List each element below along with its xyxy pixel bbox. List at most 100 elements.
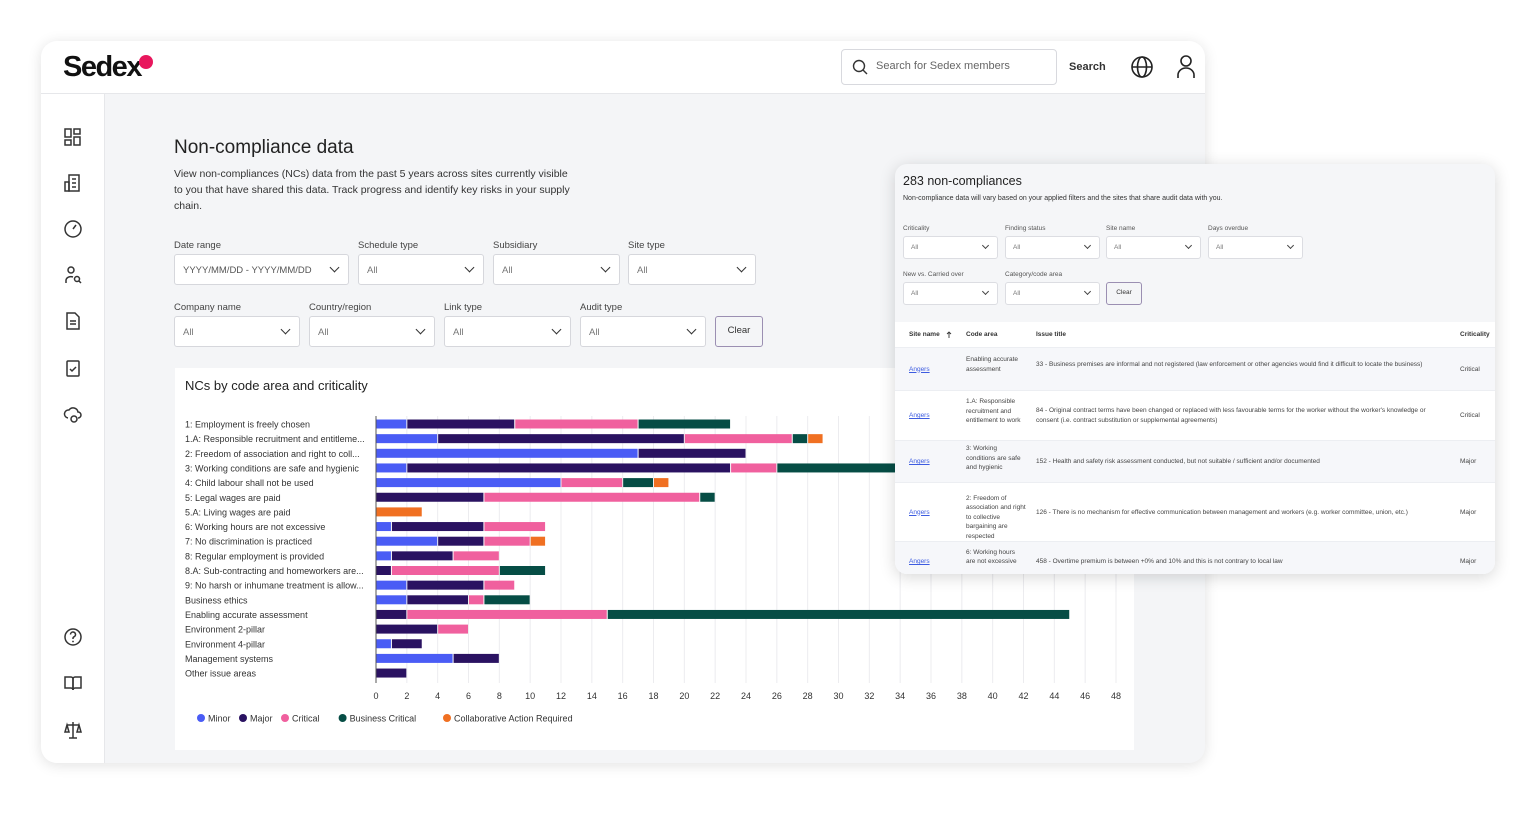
bar-minor[interactable] [376,551,391,561]
bar-major[interactable] [438,536,484,546]
clear-button[interactable]: Clear [715,316,763,347]
legend-label[interactable]: Critical [292,714,320,724]
bar-major[interactable] [438,434,684,444]
bar-critical[interactable] [391,566,499,575]
criticality-select[interactable]: All [903,236,998,259]
bar-major[interactable] [391,522,484,532]
column-header-site-name[interactable]: Site name [909,331,940,338]
scales-icon[interactable] [63,720,83,740]
bar-business-critical[interactable] [623,478,653,488]
table-row[interactable]: Angers 3: Working conditions are safe and… [895,440,1495,482]
bar-business-critical[interactable] [777,463,931,473]
bar-collaborative-action-required[interactable] [808,434,823,444]
audit-type-select[interactable]: All [580,316,706,347]
bar-critical[interactable] [484,580,515,590]
site-name-link[interactable]: Angers [909,558,930,565]
bar-major[interactable] [453,653,499,663]
bar-major[interactable] [407,463,731,473]
country-region-select[interactable]: All [309,316,435,347]
panel-clear-button[interactable]: Clear [1106,282,1142,305]
bar-major[interactable] [376,492,484,502]
bar-major[interactable] [391,551,453,561]
bar-critical[interactable] [484,536,530,546]
cloud-sync-icon[interactable] [63,404,83,424]
date-range-select[interactable]: YYYY/MM/DD - YYYY/MM/DD [174,254,349,285]
schedule-type-select[interactable]: All [358,254,484,285]
legend-label[interactable]: Business Critical [350,714,417,724]
user-search-icon[interactable] [63,265,83,285]
clipboard-check-icon[interactable] [63,358,83,378]
bar-business-critical[interactable] [607,609,1070,619]
arrow-up-icon[interactable] [946,331,952,339]
site-name-link[interactable]: Angers [909,458,930,465]
bar-business-critical[interactable] [792,434,808,444]
bar-major[interactable] [407,580,484,590]
category-code-area-select[interactable]: All [1005,282,1100,305]
column-header-code-area[interactable]: Code area [966,331,998,338]
bar-minor[interactable] [376,434,438,444]
bar-critical[interactable] [438,624,468,634]
bar-minor[interactable] [376,522,391,532]
bar-major[interactable] [376,624,438,634]
globe-icon[interactable] [1130,55,1154,79]
bar-minor[interactable] [376,536,438,546]
bar-major[interactable] [376,668,407,678]
bar-minor[interactable] [376,580,407,590]
bar-critical[interactable] [561,478,623,488]
user-icon[interactable] [1176,54,1196,80]
search-input[interactable]: Search for Sedex members [841,49,1057,85]
link-type-select[interactable]: All [444,316,571,347]
bar-critical[interactable] [484,492,700,502]
site-name-select[interactable]: All [1106,236,1201,259]
bar-minor[interactable] [376,419,407,429]
bar-major[interactable] [376,609,407,619]
bar-minor[interactable] [376,478,561,488]
bar-critical[interactable] [469,595,484,605]
bar-collaborative-action-required[interactable] [654,478,669,488]
company-name-select[interactable]: All [174,316,300,347]
legend-label[interactable]: Minor [208,714,231,724]
bar-minor[interactable] [376,653,453,663]
site-name-link[interactable]: Angers [909,508,930,516]
bar-minor[interactable] [376,595,407,605]
site-name-link[interactable]: Angers [909,365,930,373]
days-overdue-select[interactable]: All [1208,236,1303,259]
bar-business-critical[interactable] [638,419,731,429]
dashboard-icon[interactable] [63,127,83,147]
bar-minor[interactable] [376,463,407,473]
legend-label[interactable]: Collaborative Action Required [454,714,573,724]
sedex-logo[interactable]: Sedex [63,51,142,83]
bar-critical[interactable] [684,434,792,444]
table-row[interactable]: Angers 2: Freedom of association and righ… [895,482,1495,541]
help-icon[interactable] [63,627,83,647]
bar-major[interactable] [376,566,391,575]
bar-business-critical[interactable] [700,492,715,502]
bar-minor[interactable] [376,639,391,649]
bar-business-critical[interactable] [484,595,530,605]
finding-status-select[interactable]: All [1005,236,1100,259]
column-header-criticality[interactable]: Criticality [1460,331,1490,338]
bar-critical[interactable] [407,609,607,619]
bar-major[interactable] [391,639,422,649]
legend-label[interactable]: Major [250,714,273,724]
bar-major[interactable] [638,448,746,458]
table-row[interactable]: Angers Enabling accurate assessment 33 - B… [895,347,1495,390]
bar-collaborative-action-required[interactable] [530,536,546,546]
search-button[interactable]: Search [1069,61,1106,73]
new-vs-carried-over-select[interactable]: All [903,282,998,305]
book-icon[interactable] [63,673,83,693]
bar-critical[interactable] [731,463,777,473]
site-name-link[interactable]: Angers [909,412,930,419]
bar-business-critical[interactable] [499,566,546,575]
bar-minor[interactable] [376,448,638,458]
bar-critical[interactable] [453,551,499,561]
gauge-icon[interactable] [63,219,83,239]
table-row[interactable]: Angers 1.A: Responsible recruitment and e… [895,390,1495,440]
table-row[interactable]: Angers 6: Working hours are not excessive… [895,541,1495,574]
bar-collaborative-action-required[interactable] [376,507,422,517]
document-icon[interactable] [63,311,83,331]
subsidiary-select[interactable]: All [493,254,620,285]
bar-major[interactable] [407,595,468,605]
building-icon[interactable] [63,173,83,193]
bar-critical[interactable] [484,522,546,532]
